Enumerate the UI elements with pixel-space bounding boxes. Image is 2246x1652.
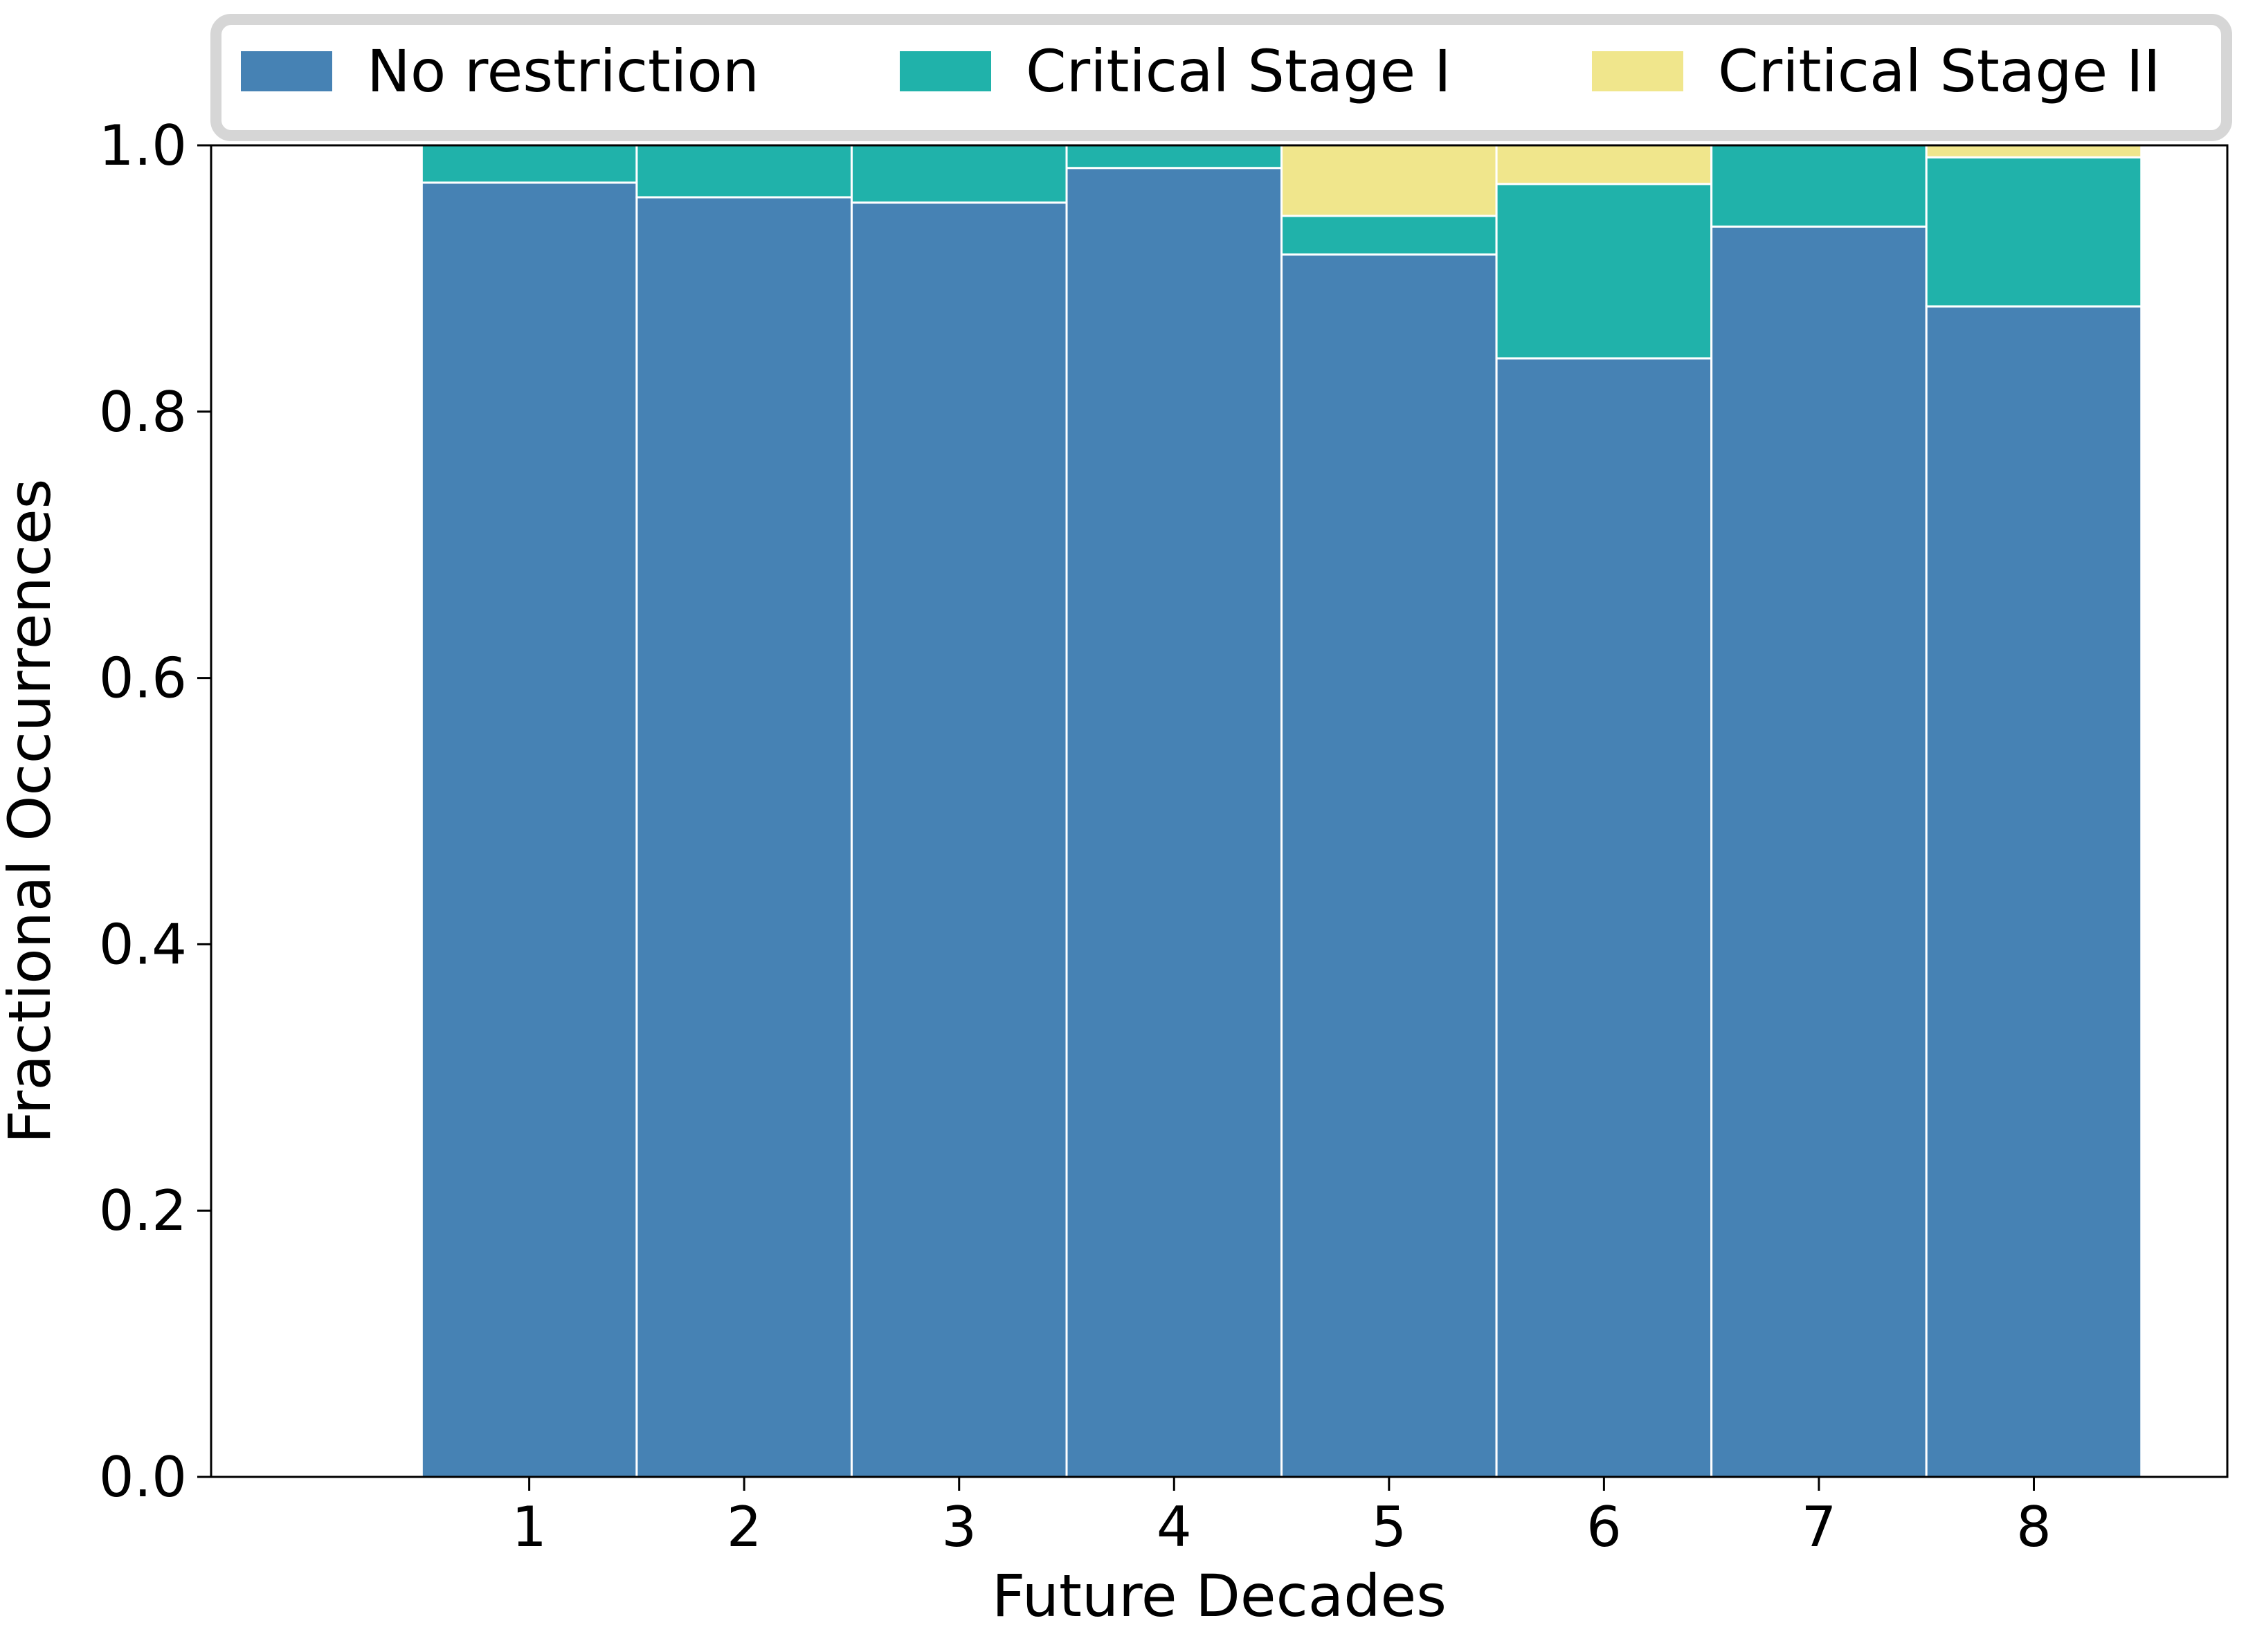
- legend-swatch-critical-stage-ii: [1592, 51, 1683, 91]
- x-axis-label: Future Decades: [992, 1562, 1447, 1630]
- plot-frame: [210, 144, 2229, 1478]
- bar-no-restriction-1: [420, 181, 638, 1478]
- bar-critical-stage-i-3: [850, 144, 1068, 204]
- legend-swatch-critical-stage-i: [900, 51, 991, 91]
- bar-critical-stage-ii-6: [1495, 144, 1713, 185]
- bar-critical-stage-i-2: [635, 144, 853, 199]
- bar-critical-stage-i-1: [420, 144, 638, 184]
- legend-swatch-no-restriction: [241, 51, 332, 91]
- bar-critical-stage-ii-5: [1280, 144, 1498, 217]
- x-tick-label-3: 3: [941, 1495, 977, 1559]
- legend-box: [210, 14, 2232, 141]
- bar-critical-stage-ii-8: [1925, 144, 2143, 158]
- x-tick-label-7: 7: [1801, 1495, 1836, 1559]
- bar-critical-stage-i-5: [1280, 215, 1498, 256]
- bar-no-restriction-4: [1065, 167, 1283, 1478]
- bar-no-restriction-3: [850, 201, 1068, 1478]
- legend-label-no-restriction: No restriction: [367, 37, 759, 105]
- bar-no-restriction-8: [1925, 305, 2143, 1478]
- x-tick-label-6: 6: [1586, 1495, 1622, 1559]
- bar-critical-stage-i-7: [1710, 144, 1928, 228]
- bar-critical-stage-i-8: [1925, 156, 2143, 308]
- x-tick-label-1: 1: [511, 1495, 547, 1559]
- legend-label-critical-stage-i: Critical Stage I: [1026, 37, 1451, 105]
- y-axis-label: Fractional Occurrences: [0, 479, 64, 1144]
- y-tick-label-0.6: 0.6: [99, 646, 187, 711]
- x-tick-label-4: 4: [1157, 1495, 1192, 1559]
- legend-label-critical-stage-ii: Critical Stage II: [1718, 37, 2160, 105]
- x-tick-label-8: 8: [2016, 1495, 2052, 1559]
- bar-no-restriction-7: [1710, 225, 1928, 1478]
- axes-layer: 1 2 3 4 5 6 7 8 0.0 0.2 0.4 0.6 0.8 1.0: [99, 114, 2229, 1559]
- y-tick-label-0.8: 0.8: [99, 380, 187, 444]
- y-tick-label-1.0: 1.0: [99, 114, 187, 178]
- x-tick-label-2: 2: [727, 1495, 762, 1559]
- bar-no-restriction-5: [1280, 253, 1498, 1478]
- bar-critical-stage-i-6: [1495, 183, 1713, 360]
- bar-critical-stage-i-4: [1065, 144, 1283, 170]
- x-tick-label-5: 5: [1371, 1495, 1406, 1559]
- y-tick-label-0.0: 0.0: [99, 1445, 187, 1509]
- legend: No restriction Critical Stage I Critical S…: [210, 14, 2232, 141]
- y-tick-label-0.4: 0.4: [99, 912, 187, 977]
- bar-no-restriction-6: [1495, 357, 1713, 1478]
- y-tick-label-0.2: 0.2: [99, 1179, 187, 1243]
- bars-layer: [420, 144, 2143, 1478]
- bar-no-restriction-2: [635, 196, 853, 1478]
